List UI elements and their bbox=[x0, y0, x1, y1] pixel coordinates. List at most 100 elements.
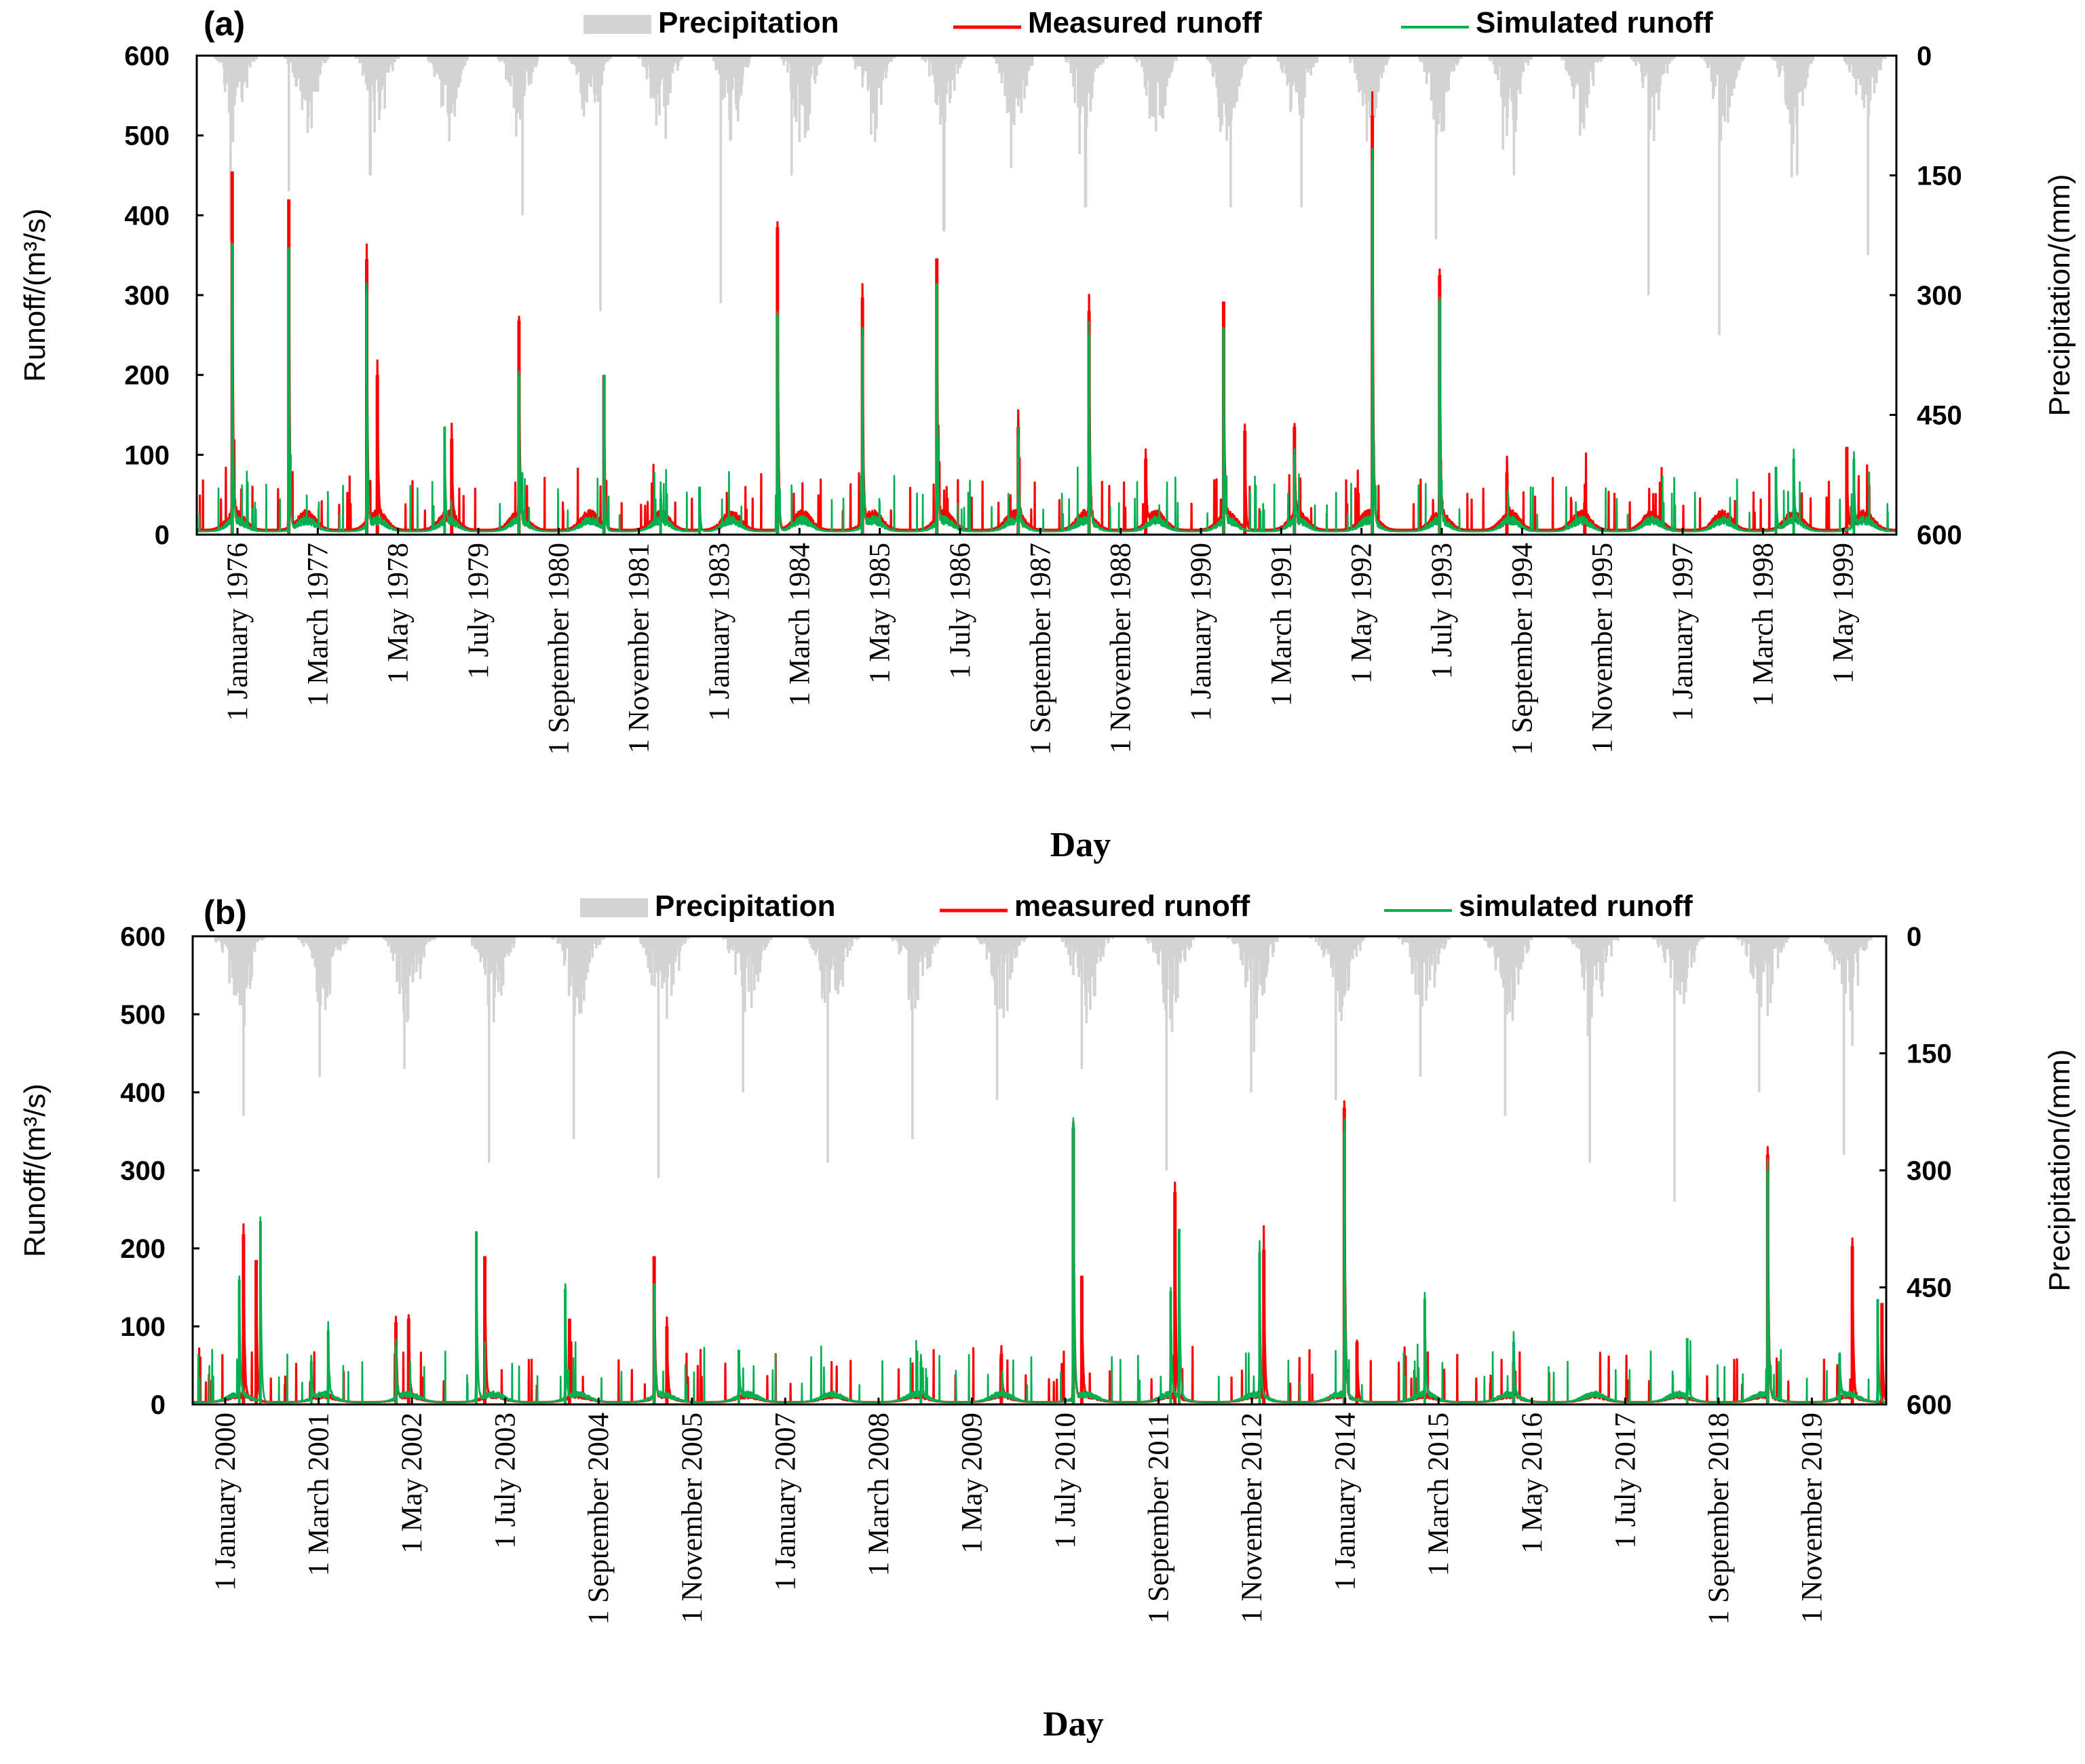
precipitation-bar bbox=[665, 56, 668, 96]
precipitation-bar bbox=[345, 936, 347, 944]
precipitation-bar bbox=[1489, 56, 1493, 59]
precipitation-bar bbox=[1367, 56, 1370, 102]
precipitation-bar bbox=[304, 56, 307, 101]
y-right-tick-label: 600 bbox=[1907, 1390, 1952, 1420]
precipitation-bar bbox=[790, 56, 793, 176]
precipitation-bar bbox=[1448, 56, 1451, 77]
precipitation-bar bbox=[497, 56, 499, 60]
x-tick-label: 1 May 1978 bbox=[383, 543, 415, 684]
precipitation-bar bbox=[1103, 936, 1106, 947]
y-left-tick-label: 200 bbox=[124, 361, 170, 391]
precipitation-bar bbox=[373, 56, 376, 133]
precipitation-bar bbox=[658, 56, 661, 116]
precipitation-bar bbox=[936, 936, 940, 944]
precipitation-bar bbox=[302, 936, 305, 947]
precipitation-bar bbox=[261, 936, 264, 940]
precipitation-bar bbox=[649, 936, 651, 973]
chart-panel-b: 0 100 200 300 400 500 600 0 150 300 450 600 1 Januar… bbox=[18, 889, 2076, 1744]
precipitation-bar bbox=[1133, 56, 1136, 60]
precipitation-bar bbox=[1369, 56, 1371, 118]
precipitation-bar bbox=[1786, 936, 1790, 940]
precipitation-bar bbox=[655, 56, 658, 126]
x-axis-title: Day bbox=[1050, 826, 1111, 864]
precipitation-bar bbox=[1136, 56, 1139, 58]
precipitation-bar bbox=[581, 56, 584, 110]
precipitation-bar bbox=[1445, 936, 1447, 944]
precipitation-bar bbox=[1661, 56, 1664, 75]
precipitation-bar bbox=[841, 936, 844, 987]
precipitation-bar bbox=[1227, 936, 1230, 939]
precipitation-bar bbox=[765, 936, 768, 948]
precipitation-bar bbox=[1341, 936, 1344, 1006]
precipitation-bar bbox=[1380, 56, 1383, 79]
precipitation-bar bbox=[1686, 936, 1689, 969]
precipitation-bar bbox=[1087, 56, 1090, 94]
x-tick-label: 1 January 1997 bbox=[1667, 543, 1699, 721]
precipitation-bar bbox=[1316, 56, 1319, 62]
precipitation-bar bbox=[1031, 56, 1034, 66]
x-tick-label: 1 November 1981 bbox=[624, 543, 655, 754]
x-tick-label: 1 March 1998 bbox=[1747, 543, 1779, 706]
precipitation-bar bbox=[382, 936, 385, 940]
precipitation-bar bbox=[1865, 936, 1868, 950]
precipitation-bar bbox=[1426, 936, 1429, 987]
precipitation-bar bbox=[1741, 936, 1744, 946]
precipitation-bar bbox=[1206, 56, 1208, 60]
precipitation-bar bbox=[301, 56, 305, 98]
precipitation-bar bbox=[253, 936, 256, 953]
precipitation-bar bbox=[814, 56, 817, 84]
precipitation-bar bbox=[1187, 936, 1191, 951]
precipitation-bar bbox=[1867, 936, 1870, 942]
precipitation-bar bbox=[1727, 56, 1729, 123]
precipitation-bar bbox=[602, 936, 605, 939]
precipitation-bar bbox=[1833, 936, 1836, 970]
precipitation-bar bbox=[1528, 56, 1531, 60]
precipitation-bar bbox=[1105, 936, 1108, 939]
precipitation-bar bbox=[1664, 936, 1666, 963]
precipitation-bar bbox=[649, 56, 652, 99]
precipitation-bar bbox=[1354, 56, 1356, 73]
precipitation-bar bbox=[768, 936, 771, 941]
precipitation-bar bbox=[855, 56, 858, 66]
precipitation-bar bbox=[1581, 936, 1584, 978]
plot-area bbox=[193, 936, 1886, 1404]
precipitation-bar bbox=[1495, 56, 1498, 75]
precipitation-bar bbox=[678, 936, 682, 952]
precipitation-bar bbox=[1787, 56, 1790, 110]
precipitation-bar bbox=[227, 56, 231, 113]
precipitation-bar bbox=[1323, 936, 1326, 955]
precipitation-bar bbox=[1870, 936, 1873, 940]
precipitation-bar bbox=[234, 56, 237, 97]
precipitation-bar bbox=[744, 936, 746, 1012]
precipitation-bar bbox=[1458, 56, 1461, 60]
precipitation-bar bbox=[875, 56, 878, 129]
precipitation-bar bbox=[583, 936, 586, 1001]
precipitation-bar bbox=[1445, 56, 1448, 93]
precipitation-bar bbox=[681, 936, 683, 946]
precipitation-bar bbox=[578, 936, 581, 1014]
precipitation-bar bbox=[1489, 936, 1493, 947]
x-tick-label: 1 January 1976 bbox=[222, 543, 254, 721]
precipitation-bar bbox=[231, 56, 235, 142]
precipitation-bar bbox=[1318, 936, 1320, 946]
precipitation-bar bbox=[893, 936, 896, 940]
y-left-tick-label: 0 bbox=[155, 520, 170, 550]
precipitation-bar bbox=[1740, 56, 1744, 62]
precipitation-bar bbox=[413, 936, 415, 974]
precipitation-bar bbox=[1025, 56, 1029, 86]
y-left-tick-label: 500 bbox=[124, 121, 170, 151]
precipitation-bar bbox=[1069, 936, 1072, 966]
precipitation-bar bbox=[763, 936, 766, 951]
precipitation-bar bbox=[856, 56, 859, 66]
precipitation-bar bbox=[600, 56, 604, 85]
precipitation-bar bbox=[1065, 936, 1067, 948]
precipitation-bar bbox=[1492, 56, 1495, 65]
precipitation-bar bbox=[1401, 936, 1404, 945]
precipitation-bar bbox=[1735, 936, 1738, 939]
precipitation-bar bbox=[291, 56, 294, 73]
precipitation-bar bbox=[1231, 56, 1233, 109]
precipitation-bar bbox=[1567, 936, 1570, 939]
precipitation-bar bbox=[497, 936, 500, 993]
precipitation-bar bbox=[1084, 56, 1088, 208]
x-tick-label: 1 September 1987 bbox=[1025, 543, 1056, 755]
